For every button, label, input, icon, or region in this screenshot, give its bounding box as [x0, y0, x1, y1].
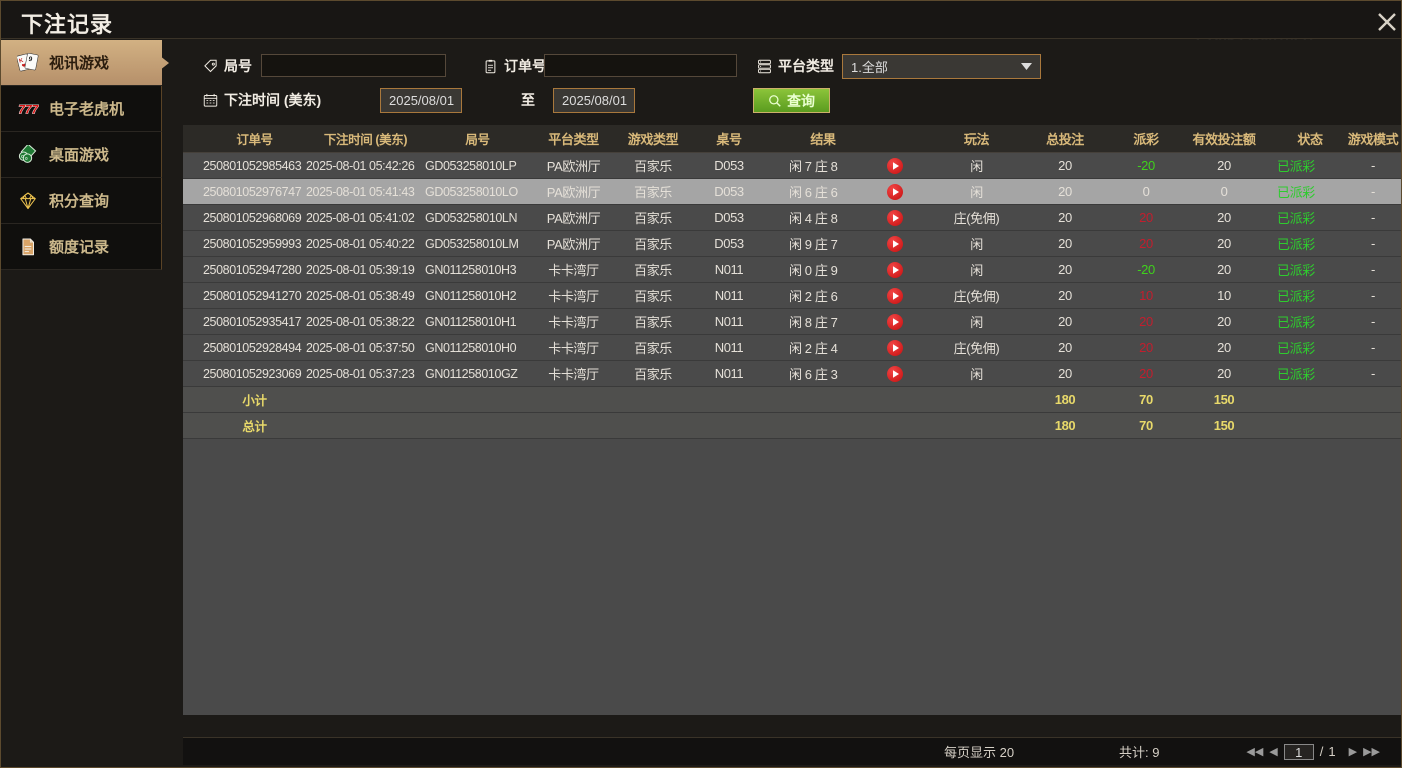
- svg-text:0: 0: [25, 156, 28, 161]
- svg-text:777: 777: [18, 102, 39, 116]
